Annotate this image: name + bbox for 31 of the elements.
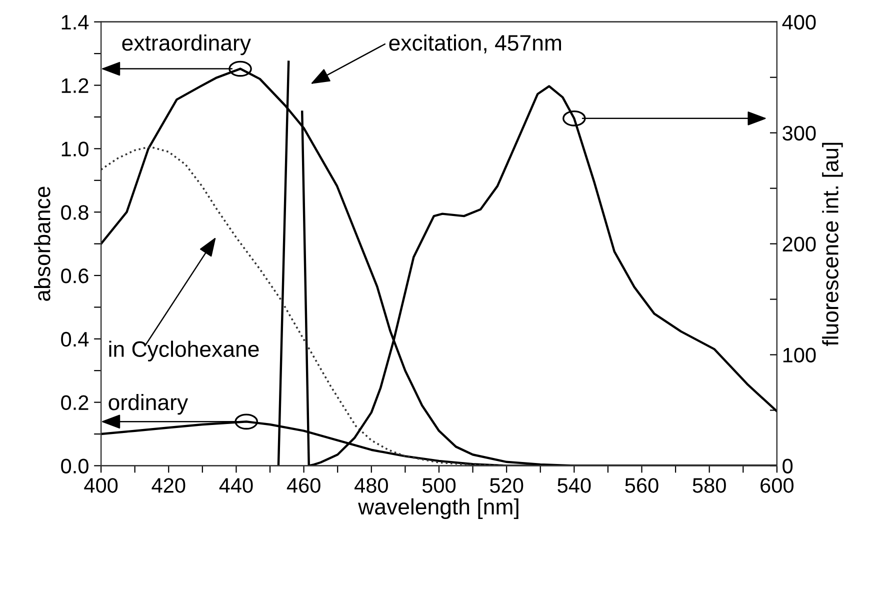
- y-tick-label: 0.4: [61, 332, 89, 347]
- x-tick-label: 460: [286, 478, 320, 493]
- x-tick-label: 480: [354, 478, 388, 493]
- y-tick-label: 0.2: [61, 395, 88, 410]
- x-tick-label: 540: [558, 478, 591, 493]
- y-tick-label: 0.6: [61, 268, 88, 284]
- y-tick-label: 0.0: [61, 458, 88, 474]
- x-tick-label: 400: [84, 478, 118, 493]
- x-tick-label: 500: [422, 478, 456, 493]
- series-label: ordinary: [108, 394, 188, 415]
- x-tick-label: 520: [490, 478, 524, 493]
- y2-tick-label: 300: [782, 126, 816, 141]
- annotation: excitation, 457nm: [389, 34, 561, 54]
- y2-tick-label: 400: [782, 14, 816, 30]
- x-axis-title: wavelength [nm]: [358, 498, 518, 520]
- y2-tick-label: 100: [783, 348, 816, 362]
- x-tick-label: 560: [625, 478, 658, 493]
- y2-tick-label: 0: [782, 458, 793, 474]
- y-axis-title: absorbance: [34, 186, 50, 301]
- y-tick-label: 1.2: [62, 78, 88, 93]
- series-label: extraordinary: [122, 34, 251, 56]
- y-tick-label: 1.0: [62, 142, 88, 156]
- series-label: in Cyclohexane: [109, 340, 259, 362]
- x-tick-label: 420: [152, 478, 186, 493]
- y-tick-label: 0.8: [61, 205, 88, 220]
- x-tick-label: 580: [692, 478, 726, 493]
- x-tick-label: 600: [760, 478, 794, 493]
- y-tick-label: 1.4: [62, 15, 89, 30]
- y2-axis-title: fluorescence int. [au]: [822, 142, 843, 346]
- y2-tick-label: 200: [782, 236, 816, 252]
- x-tick-label: 440: [219, 478, 253, 493]
